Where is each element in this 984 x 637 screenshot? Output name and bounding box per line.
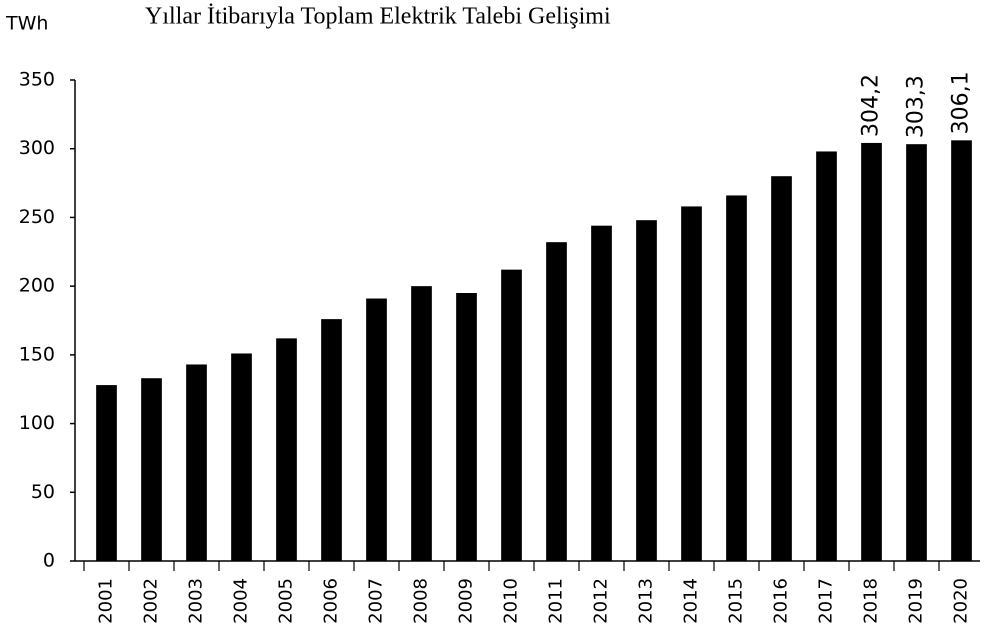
bar xyxy=(96,385,117,561)
x-tick-label: 2020 xyxy=(951,578,972,624)
x-tick-label: 2018 xyxy=(861,578,882,624)
bar xyxy=(546,242,567,561)
bar xyxy=(186,364,207,561)
bar xyxy=(276,338,297,561)
bar xyxy=(726,195,747,561)
bar xyxy=(771,176,792,561)
bar xyxy=(366,298,387,561)
bar xyxy=(906,144,927,561)
value-label: 306,1 xyxy=(949,71,974,134)
bar xyxy=(636,220,657,562)
y-tick-label: 50 xyxy=(31,481,55,503)
x-tick-label: 2010 xyxy=(501,578,522,624)
bar xyxy=(816,151,837,561)
bar xyxy=(681,206,702,562)
x-tick-label: 2019 xyxy=(906,578,927,624)
x-tick-label: 2009 xyxy=(456,578,477,624)
bar xyxy=(141,378,162,561)
y-tick-label: 100 xyxy=(19,412,55,434)
y-tick-label: 0 xyxy=(43,550,55,572)
y-tick-label: 250 xyxy=(19,206,55,228)
bar xyxy=(501,269,522,561)
x-tick-label: 2006 xyxy=(321,578,342,624)
x-tick-label: 2001 xyxy=(96,578,117,624)
x-tick-label: 2004 xyxy=(231,578,252,624)
bar xyxy=(321,319,342,561)
x-tick-label: 2016 xyxy=(771,578,792,624)
bar xyxy=(231,353,252,561)
x-tick-label: 2008 xyxy=(411,578,432,624)
bar xyxy=(411,286,432,561)
value-label: 304,2 xyxy=(859,74,884,137)
x-tick-label: 2002 xyxy=(141,578,162,624)
x-tick-label: 2017 xyxy=(816,578,837,624)
x-tick-label: 2015 xyxy=(726,578,747,624)
x-tick-label: 2003 xyxy=(186,578,207,624)
y-tick-label: 200 xyxy=(19,275,55,297)
x-tick-label: 2007 xyxy=(366,578,387,624)
bar xyxy=(861,142,882,561)
x-tick-label: 2012 xyxy=(591,578,612,624)
bar xyxy=(591,225,612,561)
y-tick-label: 350 xyxy=(19,69,55,91)
bar xyxy=(456,293,477,561)
bar xyxy=(951,140,972,561)
y-axis-label: TWh xyxy=(5,13,48,35)
chart-title: Yıllar İtibarıyla Toplam Elektrik Talebi… xyxy=(145,4,611,30)
value-label: 303,3 xyxy=(904,75,929,138)
y-tick-label: 150 xyxy=(19,343,55,365)
y-tick-label: 300 xyxy=(19,137,55,159)
x-tick-label: 2005 xyxy=(276,578,297,624)
x-tick-label: 2013 xyxy=(636,578,657,624)
x-tick-label: 2011 xyxy=(546,578,567,624)
x-tick-label: 2014 xyxy=(681,578,702,624)
